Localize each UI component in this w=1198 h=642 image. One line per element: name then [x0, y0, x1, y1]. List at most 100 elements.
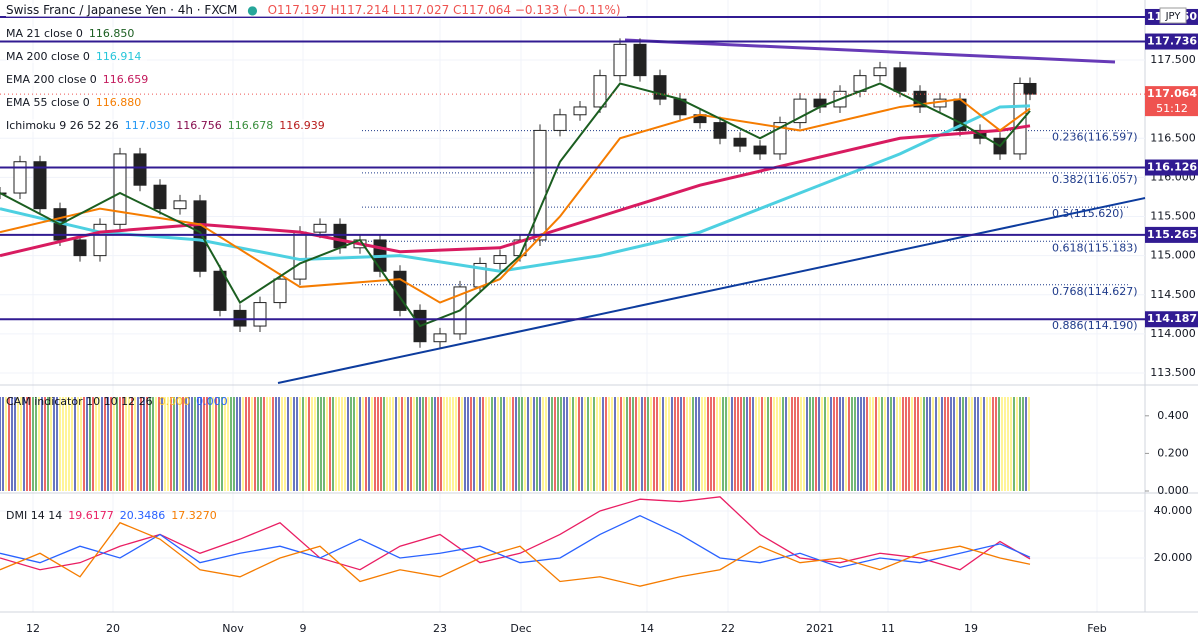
candle — [333, 223, 347, 249]
price-tick-label: 113.500 — [1150, 366, 1196, 379]
price-tick-label: 114.500 — [1150, 288, 1196, 301]
candle — [633, 43, 647, 77]
dmi-line — [0, 514, 1031, 569]
level-label: 116.126 — [1147, 161, 1197, 174]
level-badge — [1145, 159, 1198, 176]
dmi-line — [0, 496, 1031, 571]
ma-line — [0, 124, 1031, 258]
ma-line — [0, 82, 1031, 328]
candle — [553, 114, 567, 131]
legend-text: 116.939 — [279, 119, 325, 132]
trend-line — [277, 197, 1146, 384]
candle — [493, 255, 507, 264]
currency-box — [1159, 7, 1187, 24]
cam-tick-label: 0.000 — [1157, 484, 1189, 497]
candle — [193, 200, 207, 272]
time-label: 22 — [721, 622, 735, 635]
ma-line — [0, 98, 1031, 304]
legend-text: 116.880 — [95, 96, 142, 109]
time-label: 20 — [106, 622, 120, 635]
cam-value: 0.000 — [158, 395, 191, 408]
candle — [613, 43, 627, 77]
legend-text: 116.659 — [102, 73, 149, 86]
fib-label: 0.382(116.057) — [1052, 173, 1138, 186]
price-tick-label: 115.000 — [1150, 249, 1196, 262]
price-tick-label: 116.500 — [1150, 131, 1196, 144]
currency: JPY — [1165, 11, 1182, 22]
candle — [273, 278, 287, 304]
candle — [573, 106, 587, 116]
dmi-line — [0, 521, 1031, 587]
level-badge — [1145, 311, 1198, 328]
legend-text: 116.678 — [227, 119, 274, 132]
dmi-value: 17.3270 — [171, 509, 217, 522]
level-badge — [1145, 226, 1198, 243]
candle — [233, 309, 247, 327]
indicator-legend: MA 21 close 0 116.850 — [6, 27, 141, 40]
time-label: 12 — [26, 622, 40, 635]
price-tick-label: 117.500 — [1150, 53, 1196, 66]
legend-text: MA 200 close 0 — [6, 50, 90, 63]
last-price-label: 117.064 — [1147, 87, 1197, 100]
indicator-legend: MA 200 close 0 116.914 — [6, 50, 148, 63]
legend-text: EMA 55 close 0 — [6, 96, 90, 109]
candle — [173, 200, 187, 210]
main-pane — [0, 38, 1145, 374]
last-price-badge — [1145, 86, 1198, 117]
level-badge — [1145, 33, 1198, 50]
time-label: 19 — [964, 622, 978, 635]
indicator-legend: EMA 55 close 0 116.880 — [6, 96, 148, 109]
symbol-title[interactable]: Swiss Franc / Japanese Yen · 4h · FXCM — [6, 3, 238, 17]
candle — [293, 231, 307, 280]
candle — [433, 333, 447, 343]
fib-label: 0.768(114.627) — [1052, 285, 1138, 298]
candle — [113, 153, 127, 225]
time-label: 23 — [433, 622, 447, 635]
dmi-legend: DMI 14 14 19.6177 20.3486 17.3270 — [6, 509, 223, 522]
time-label: Dec — [510, 622, 531, 635]
cam-title: CAM indicator 10 10 12 26 — [6, 395, 153, 408]
candle — [1013, 82, 1027, 155]
cam-tick-label: 0.200 — [1157, 446, 1189, 459]
level-label: 115.265 — [1147, 228, 1197, 241]
fib-label: 0.236(116.597) — [1052, 131, 1138, 144]
price-tick-label: 114.000 — [1150, 327, 1196, 340]
candle — [753, 145, 767, 155]
legend-text: Ichimoku 9 26 52 26 — [6, 119, 119, 132]
symbol-legend: Swiss Franc / Japanese Yen · 4h · FXCM ●… — [6, 3, 627, 17]
legend-text: 116.914 — [95, 50, 142, 63]
candle — [1023, 82, 1037, 95]
cam-value: 0.000 — [196, 395, 228, 408]
candle — [73, 239, 87, 257]
dmi-tick-label: 40.000 — [1154, 504, 1193, 517]
cam-legend: CAM indicator 10 10 12 26 0.000 0.000 — [6, 395, 234, 408]
candle — [153, 184, 167, 210]
indicator-legend: Ichimoku 9 26 52 26 117.030 116.756 116.678… — [6, 119, 331, 132]
candle — [33, 161, 47, 210]
time-label: Nov — [222, 622, 244, 635]
legend-text: MA 21 close 0 — [6, 27, 83, 40]
ma-line — [0, 104, 1031, 273]
fib-label: 0.5(115.620) — [1052, 207, 1124, 220]
candle — [253, 302, 267, 327]
legend-text: EMA 200 close 0 — [6, 73, 97, 86]
time-label: 9 — [300, 622, 307, 635]
level-label: 114.187 — [1147, 312, 1197, 325]
candle — [213, 270, 227, 311]
time-label: 11 — [881, 622, 895, 635]
candle — [713, 122, 727, 139]
dmi-tick-label: 20.000 — [1154, 551, 1193, 564]
level-label: 117.736 — [1147, 35, 1197, 48]
candle — [93, 223, 107, 257]
candle — [13, 161, 27, 194]
candle — [533, 129, 547, 241]
indicator-legend: EMA 200 close 0 116.659 — [6, 73, 155, 86]
trend-line — [624, 38, 1116, 64]
price-tick-label: 115.500 — [1150, 210, 1196, 223]
candle — [313, 223, 327, 233]
dmi-value: 20.3486 — [119, 509, 166, 522]
fib-label: 0.618(115.183) — [1052, 241, 1138, 254]
candle — [593, 75, 607, 108]
